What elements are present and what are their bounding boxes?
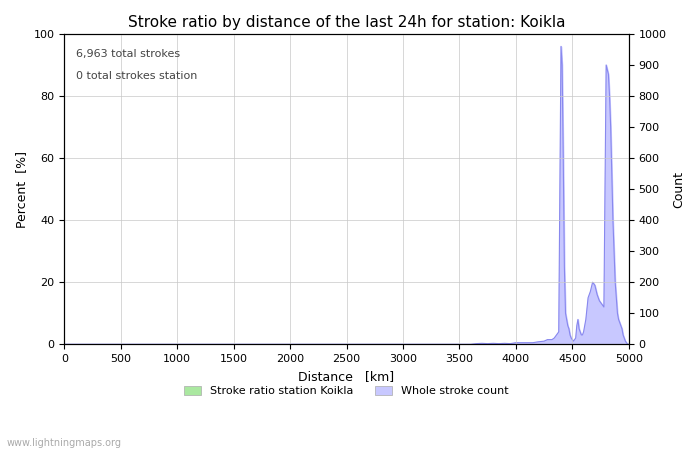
Text: 0 total strokes station: 0 total strokes station xyxy=(76,71,197,81)
Legend: Stroke ratio station Koikla, Whole stroke count: Stroke ratio station Koikla, Whole strok… xyxy=(180,381,513,401)
X-axis label: Distance   [km]: Distance [km] xyxy=(298,369,395,382)
Text: 6,963 total strokes: 6,963 total strokes xyxy=(76,50,180,59)
Title: Stroke ratio by distance of the last 24h for station: Koikla: Stroke ratio by distance of the last 24h… xyxy=(127,15,566,30)
Text: www.lightningmaps.org: www.lightningmaps.org xyxy=(7,438,122,448)
Y-axis label: Count: Count xyxy=(672,171,685,207)
Y-axis label: Percent  [%]: Percent [%] xyxy=(15,151,28,228)
